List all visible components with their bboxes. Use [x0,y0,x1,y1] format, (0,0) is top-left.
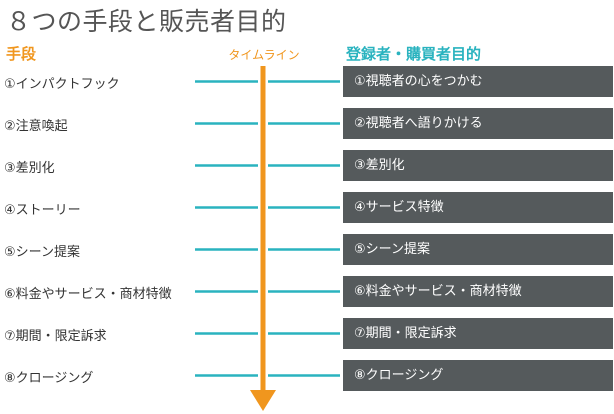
purpose-box: ④サービス特徴 [343,192,613,223]
method-label: ①インパクトフック [4,77,120,92]
purpose-label: ③差別化 [354,158,405,173]
purpose-label: ④サービス特徴 [354,200,444,215]
purpose-label: ①視聴者の心をつかむ [354,74,483,89]
purpose-label: ⑦期間・限定訴求 [354,326,457,341]
purpose-box: ③差別化 [343,150,613,181]
method-label: ⑤シーン提案 [4,245,81,260]
methods-header: 手段 [6,45,37,63]
method-label: ④ストーリー [4,203,81,218]
method-label: ⑦期間・限定訴求 [4,329,107,344]
purpose-label: ⑧クロージング [354,368,444,383]
method-label: ⑧クロージング [4,371,94,386]
purpose-box: ⑧クロージング [343,360,613,391]
purpose-box: ⑦期間・限定訴求 [343,318,613,349]
method-label: ⑥料金やサービス・商材特徴 [4,287,172,302]
method-label: ③差別化 [4,161,55,176]
purpose-label: ⑥料金やサービス・商材特徴 [354,284,522,299]
purpose-box: ①視聴者の心をつかむ [343,66,613,97]
purpose-box: ⑤シーン提案 [343,234,613,265]
page-title: ８つの手段と販売者目的 [6,7,287,36]
purposes-header: 登録者・購買者目的 [346,45,482,63]
purpose-label: ⑤シーン提案 [354,242,431,257]
purpose-box: ②視聴者へ語りかける [343,108,613,139]
purpose-box: ⑥料金やサービス・商材特徴 [343,276,613,307]
method-label: ②注意喚起 [4,119,68,134]
timeline-label: タイムライン [228,48,300,62]
timeline-arrowhead [250,390,276,411]
purpose-label: ②視聴者へ語りかける [354,116,483,131]
